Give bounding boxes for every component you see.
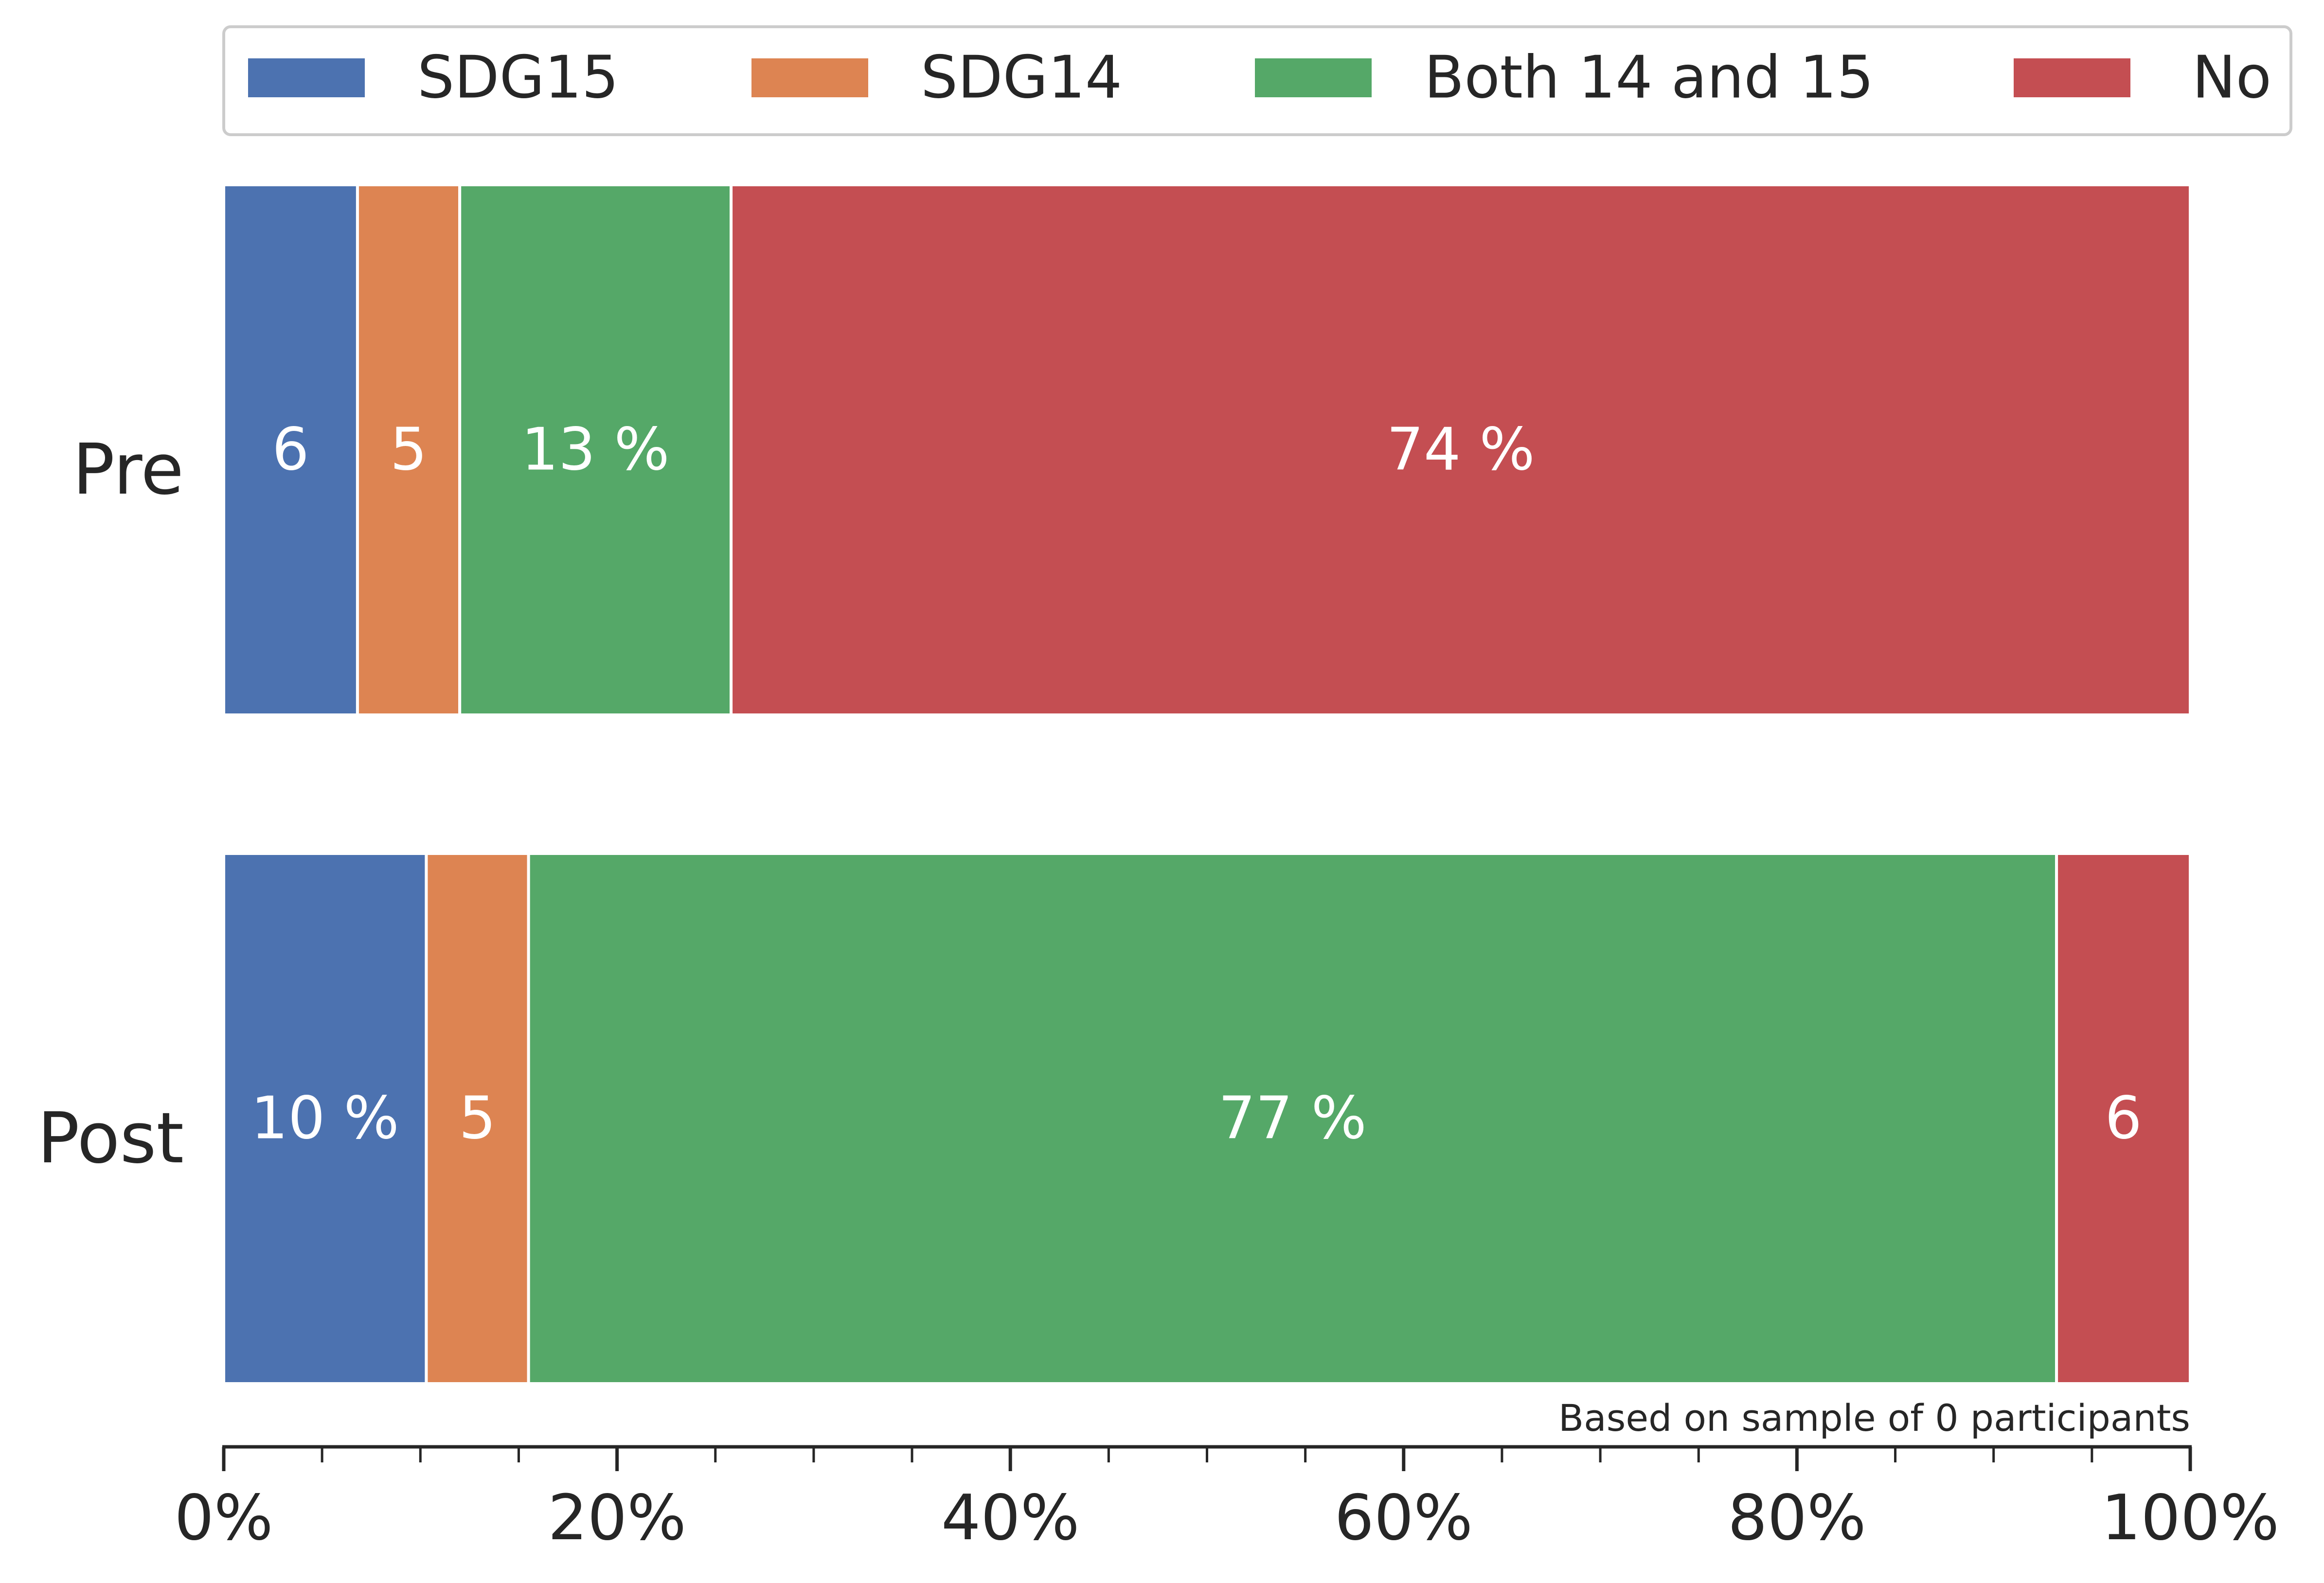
legend-swatch-no xyxy=(2014,58,2130,97)
legend-swatch-both-14-and-15 xyxy=(1255,58,1372,97)
legend-label-both-14-and-15: Both 14 and 15 xyxy=(1424,44,1874,112)
x-axis: 0% 20% 40% 60% 80% 100% xyxy=(174,1445,2279,1554)
bar-label-pre-sdg15: 6 xyxy=(272,416,309,484)
legend: SDG15 SDG14 Both 14 and 15 No xyxy=(222,25,2292,136)
bar-post-both-14-and-15 xyxy=(527,852,2058,1385)
sample-size-note: Based on sample of 0 participants xyxy=(1558,1396,2190,1440)
bar-label-post-sdg14: 5 xyxy=(459,1085,496,1153)
x-tick-label-0: 0% xyxy=(174,1482,273,1554)
bar-label-post-no: 6 xyxy=(2105,1085,2142,1153)
bar-post-no xyxy=(2055,852,2192,1385)
bars-layer xyxy=(222,183,2192,1385)
legend-label-no: No xyxy=(2192,44,2271,112)
x-tick-label-100: 100% xyxy=(2101,1482,2279,1554)
x-tick-label-40: 40% xyxy=(941,1482,1080,1554)
legend-label-sdg15: SDG15 xyxy=(417,44,619,112)
bar-label-post-both-14-and-15: 77 % xyxy=(1218,1085,1367,1153)
bar-label-post-sdg15: 10 % xyxy=(251,1085,399,1153)
bar-post-sdg15 xyxy=(222,852,428,1385)
category-labels: Pre Post xyxy=(37,428,184,1179)
legend-swatch-sdg15 xyxy=(248,58,365,97)
x-tick-label-60: 60% xyxy=(1335,1482,1473,1554)
bar-pre-both-14-and-15 xyxy=(458,183,733,716)
bar-pre-sdg15 xyxy=(222,183,359,716)
legend-label-sdg14: SDG14 xyxy=(921,44,1122,112)
x-tick-label-20: 20% xyxy=(548,1482,686,1554)
category-label-pre: Pre xyxy=(72,428,184,510)
bar-labels-layer: 6 5 13 % 74 % 10 % 5 77 % 6 xyxy=(251,416,2142,1153)
bar-label-pre-sdg14: 5 xyxy=(390,416,427,484)
bar-pre-no xyxy=(730,183,2192,716)
bar-label-pre-both-14-and-15: 13 % xyxy=(521,416,670,484)
bar-post-sdg14 xyxy=(425,852,530,1385)
legend-swatch-sdg14 xyxy=(751,58,868,97)
bar-label-pre-no: 74 % xyxy=(1387,416,1535,484)
category-label-post: Post xyxy=(37,1097,184,1179)
x-tick-label-80: 80% xyxy=(1728,1482,1866,1554)
